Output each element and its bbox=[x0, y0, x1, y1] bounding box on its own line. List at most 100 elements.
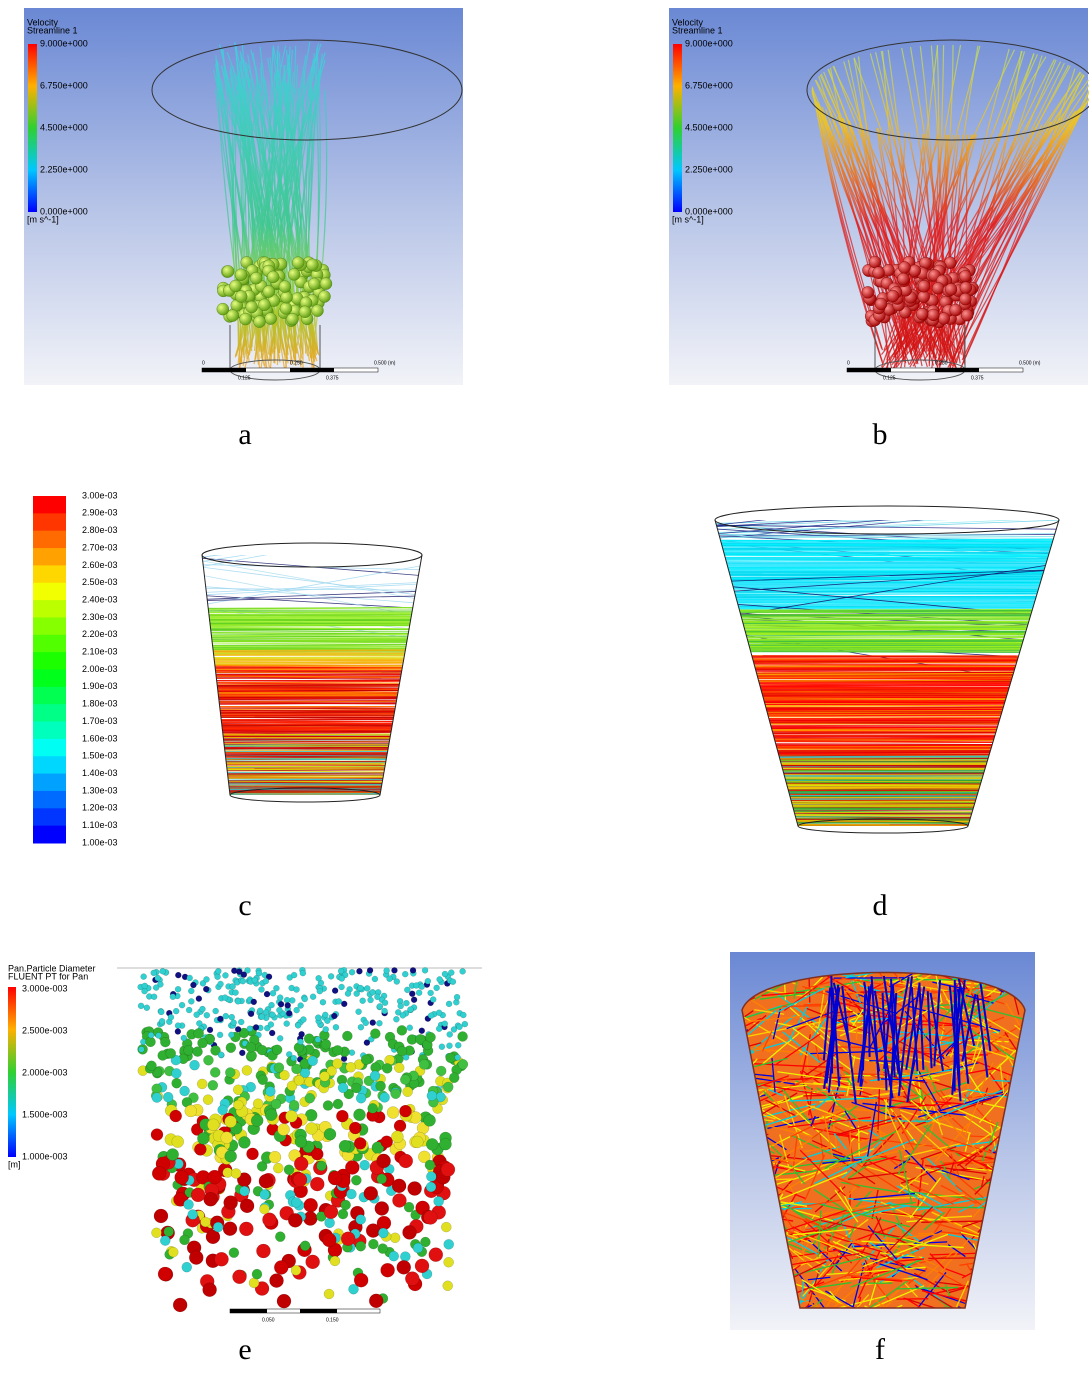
particle bbox=[274, 1260, 288, 1274]
particle bbox=[292, 257, 304, 269]
particle bbox=[442, 971, 448, 977]
trajectory bbox=[710, 685, 1065, 686]
particle bbox=[175, 986, 181, 992]
legend-tick-label: 2.250e+000 bbox=[685, 164, 733, 174]
particle bbox=[349, 969, 355, 975]
particle bbox=[284, 1021, 290, 1027]
particle bbox=[413, 982, 419, 988]
particle bbox=[222, 972, 228, 978]
particle bbox=[267, 271, 279, 283]
particle bbox=[286, 1010, 292, 1016]
particle bbox=[439, 1044, 445, 1050]
legend-tick-label: 1.40e-03 bbox=[82, 768, 118, 778]
particle bbox=[357, 985, 363, 991]
legend-swatch bbox=[33, 548, 66, 566]
particle bbox=[363, 1020, 369, 1026]
particle bbox=[280, 302, 292, 314]
trajectory bbox=[710, 797, 1065, 798]
trajectory bbox=[710, 623, 1065, 624]
trajectory bbox=[195, 729, 430, 730]
particle bbox=[419, 1059, 429, 1069]
particle bbox=[338, 968, 344, 974]
particle bbox=[240, 978, 246, 984]
legend-unit: [m] bbox=[8, 1159, 21, 1169]
trajectory bbox=[710, 785, 1065, 786]
trajectory bbox=[710, 758, 1065, 759]
panel-label: b bbox=[873, 418, 888, 451]
legend-tick-label: 9.000e+000 bbox=[685, 38, 733, 48]
trajectories bbox=[710, 487, 1065, 827]
particle bbox=[185, 1105, 197, 1117]
particle bbox=[368, 997, 374, 1003]
particle bbox=[210, 1067, 220, 1077]
particle bbox=[194, 1028, 204, 1038]
particle bbox=[229, 1014, 235, 1020]
particle bbox=[291, 1055, 297, 1061]
legend-swatch bbox=[33, 617, 66, 635]
particle bbox=[330, 1256, 340, 1266]
panel-label: f bbox=[875, 1333, 885, 1366]
particle bbox=[447, 1031, 453, 1037]
particle bbox=[204, 1192, 218, 1206]
particle bbox=[249, 1278, 259, 1288]
legend-tick-label: 2.80e-03 bbox=[82, 525, 118, 535]
trajectory bbox=[195, 582, 430, 593]
particle bbox=[154, 1209, 168, 1223]
particle bbox=[311, 1148, 323, 1160]
particle bbox=[151, 994, 157, 1000]
legend-swatch bbox=[33, 600, 66, 618]
particle bbox=[182, 1262, 192, 1272]
particle bbox=[172, 1078, 182, 1088]
particle bbox=[364, 985, 370, 991]
particle bbox=[193, 1047, 203, 1057]
particle bbox=[354, 1137, 366, 1149]
particle bbox=[400, 1252, 410, 1262]
particle bbox=[225, 1116, 237, 1128]
legend-swatch bbox=[33, 513, 66, 531]
trajectory bbox=[710, 763, 1065, 764]
particle bbox=[366, 1224, 380, 1238]
particle bbox=[238, 1019, 244, 1025]
legend-subtitle: Streamline 1 bbox=[672, 25, 723, 35]
particle bbox=[229, 1248, 239, 1258]
trajectory bbox=[710, 756, 1065, 757]
particle bbox=[404, 987, 410, 993]
trajectory bbox=[710, 782, 1065, 783]
legend-swatch bbox=[33, 791, 66, 809]
particle bbox=[961, 309, 973, 321]
particle bbox=[341, 1001, 347, 1007]
legend-tick-label: 4.500e+000 bbox=[40, 122, 88, 132]
particle bbox=[190, 982, 196, 988]
particle bbox=[272, 1045, 282, 1055]
particle bbox=[413, 1243, 423, 1253]
particle bbox=[233, 1085, 243, 1095]
particle bbox=[215, 1252, 229, 1266]
particle bbox=[146, 1037, 156, 1047]
particle bbox=[275, 1232, 285, 1242]
particle bbox=[194, 1143, 206, 1155]
particle bbox=[291, 1064, 301, 1074]
particle bbox=[333, 1045, 343, 1055]
scale-label: 0.250 bbox=[290, 360, 303, 366]
particle bbox=[446, 1053, 456, 1063]
particle bbox=[959, 293, 971, 305]
legend-tick-label: 2.00e-03 bbox=[82, 664, 118, 674]
particle bbox=[242, 1065, 252, 1075]
particle bbox=[394, 1063, 404, 1073]
scale-label: 0.250 bbox=[935, 360, 948, 366]
particle bbox=[295, 1022, 301, 1028]
particle bbox=[426, 1138, 438, 1150]
particle bbox=[203, 1055, 213, 1065]
trajectory bbox=[1026, 1107, 1089, 1117]
trajectory bbox=[195, 787, 430, 788]
particle bbox=[264, 991, 270, 997]
particle bbox=[300, 970, 306, 976]
particle bbox=[291, 1265, 301, 1275]
particle bbox=[247, 1148, 259, 1160]
particle bbox=[382, 1008, 388, 1014]
particle bbox=[180, 1086, 190, 1096]
particle bbox=[152, 1084, 162, 1094]
legend-tick-label: 2.50e-03 bbox=[82, 577, 118, 587]
particle bbox=[370, 1020, 376, 1026]
particle bbox=[269, 1002, 275, 1008]
